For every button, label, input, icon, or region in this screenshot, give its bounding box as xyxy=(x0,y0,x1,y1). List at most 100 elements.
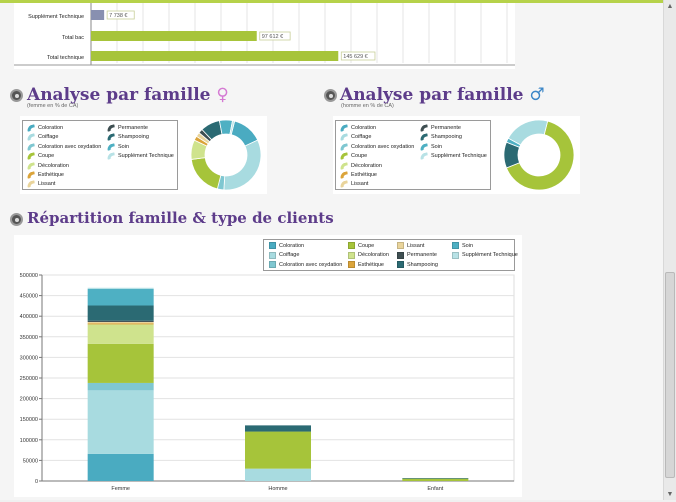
legend-item[interactable]: Coupe xyxy=(26,152,55,160)
stacked-bar-segment[interactable] xyxy=(87,323,154,325)
legend-item[interactable]: Coloration xyxy=(269,242,304,249)
donut-slice[interactable] xyxy=(223,139,262,191)
legend-label: Coloration xyxy=(279,242,305,249)
legend-item[interactable]: Décoloration xyxy=(348,251,389,259)
legend-item[interactable]: Shampooing xyxy=(106,133,149,142)
legend-label: Lissant xyxy=(407,242,425,249)
y-tick-label: 350000 xyxy=(20,335,38,341)
legend-item[interactable]: Coloration avec oxydation xyxy=(339,143,414,151)
stacked-bar-segment[interactable] xyxy=(87,324,154,344)
analyse-femme-title: Analyse par famille ♀ xyxy=(27,85,229,105)
total-bar xyxy=(91,51,339,61)
legend-item[interactable]: Lissant xyxy=(397,242,424,249)
legend-label: Supplément Technique xyxy=(431,153,487,160)
totals-bar-chart: Supplément Technique 7 738 € Total bac 97 6… xyxy=(14,3,515,69)
legend-item[interactable]: Shampooing xyxy=(419,133,462,142)
scroll-down-arrow-icon[interactable]: ▼ xyxy=(666,490,674,498)
male-symbol-icon: ♂ xyxy=(529,85,545,105)
legend-item[interactable]: Esthétique xyxy=(348,261,384,268)
legend-item[interactable]: Coloration xyxy=(26,124,63,132)
legend-item[interactable]: Soin xyxy=(452,242,473,249)
analyse-homme-title: Analyse par famille ♂ xyxy=(340,85,545,105)
legend-item[interactable]: Esthétique xyxy=(339,171,377,179)
stacked-bar-segment[interactable] xyxy=(87,390,154,454)
y-tick-label: 450000 xyxy=(20,294,38,300)
stacked-bar-segment[interactable] xyxy=(87,287,154,290)
legend-item[interactable]: Permanente xyxy=(419,124,461,132)
legend-item[interactable]: Esthétique xyxy=(26,171,64,179)
legend-item[interactable]: Décoloration xyxy=(26,161,69,170)
legend-item[interactable]: Décoloration xyxy=(339,161,382,170)
legend-item[interactable]: Coiffage xyxy=(339,133,372,142)
scroll-up-arrow-icon[interactable]: ▲ xyxy=(666,2,674,10)
legend-item[interactable]: Permanente xyxy=(397,251,437,259)
stacked-bar-segment[interactable] xyxy=(87,289,154,306)
y-tick-label: 100000 xyxy=(20,438,38,444)
donut-slice[interactable] xyxy=(190,157,222,190)
legend-swatch-icon xyxy=(419,143,429,151)
stacked-bar-segment[interactable] xyxy=(87,343,154,383)
legend-item[interactable]: Coloration xyxy=(339,124,377,132)
legend-label: Décoloration xyxy=(358,252,389,258)
legend-swatch-icon xyxy=(339,152,349,160)
legend-label: Coiffage xyxy=(38,134,59,141)
legend-label: Esthétique xyxy=(351,172,377,178)
legend-swatch-icon xyxy=(452,242,459,249)
section-bullet-icon xyxy=(10,213,23,226)
legend-label: Supplément Technique xyxy=(118,153,174,160)
legend-item[interactable]: Coupe xyxy=(348,242,374,249)
analyse-femme-legend: Coloration Coiffage Coloration avec oxydat… xyxy=(22,120,178,190)
repartition-chart-panel: 0 50000 100000 150000 200000 250000 300000 3500… xyxy=(14,235,522,497)
stacked-bar-segment[interactable] xyxy=(87,320,154,322)
totals-bar-chart-svg: Supplément Technique 7 738 € Total bac 97 6… xyxy=(14,3,515,66)
vertical-scrollbar[interactable]: ▲ ▼ xyxy=(663,0,676,500)
legend-swatch-icon xyxy=(106,143,116,151)
bar-value-label: 7 738 € xyxy=(109,13,127,19)
report-content: Supplément Technique 7 738 € Total bac 97 6… xyxy=(0,3,663,500)
analyse-homme-subtitle: (homme en % de CA) xyxy=(341,103,394,109)
legend-swatch-icon xyxy=(419,152,429,160)
stacked-bar-segment[interactable] xyxy=(87,321,154,324)
stacked-bar-segment[interactable] xyxy=(245,425,311,432)
legend-item[interactable]: Soin xyxy=(419,143,443,151)
legend-item[interactable]: Supplément Technique xyxy=(452,251,518,259)
stacked-bar-segment[interactable] xyxy=(245,468,311,481)
legend-item[interactable]: Lissant xyxy=(26,180,55,189)
donut-slice[interactable] xyxy=(229,120,236,136)
legend-item[interactable]: Coiffage xyxy=(26,133,59,142)
stacked-bar-segment[interactable] xyxy=(245,431,311,469)
section-bullet-icon xyxy=(10,89,23,102)
legend-item[interactable]: Supplément Technique xyxy=(106,152,174,160)
bar-value-label: 97 612 € xyxy=(262,34,283,40)
legend-item[interactable]: Coloration avec oxydation xyxy=(26,143,101,151)
stacked-bar-segment[interactable] xyxy=(87,453,154,481)
legend-item[interactable]: Coloration avec oxydation xyxy=(269,261,342,268)
y-tick-label: 50000 xyxy=(23,458,38,464)
stacked-bar-segment[interactable] xyxy=(87,305,154,321)
legend-swatch-icon xyxy=(348,242,355,249)
bar-value-box xyxy=(106,10,135,20)
legend-item[interactable]: Shampooing xyxy=(397,261,438,268)
stacked-bar-segment[interactable] xyxy=(402,478,469,481)
legend-label: Soin xyxy=(431,143,443,150)
legend-swatch-icon xyxy=(26,124,36,132)
legend-item[interactable]: Coupe xyxy=(339,152,368,160)
legend-label: Coloration xyxy=(351,125,377,131)
legend-item[interactable]: Soin xyxy=(106,143,129,151)
scrollbar-thumb[interactable] xyxy=(665,272,675,478)
section-bullet-icon xyxy=(324,89,337,102)
legend-item[interactable]: Coiffage xyxy=(269,251,299,259)
legend-label: Coupe xyxy=(38,153,55,160)
legend-label: Coiffage xyxy=(351,134,372,141)
stacked-bar-segment[interactable] xyxy=(402,478,469,479)
legend-swatch-icon xyxy=(348,251,355,259)
donut-slice[interactable] xyxy=(507,119,549,146)
legend-label: Coupe xyxy=(351,153,368,160)
legend-item[interactable]: Supplément Technique xyxy=(419,152,487,160)
legend-label: Permanente xyxy=(407,252,437,258)
legend-item[interactable]: Lissant xyxy=(339,180,368,189)
stacked-bar-segment[interactable] xyxy=(87,382,154,391)
legend-item[interactable]: Permanente xyxy=(106,124,148,132)
total-bar xyxy=(91,10,105,20)
donut-slice[interactable] xyxy=(505,120,575,191)
